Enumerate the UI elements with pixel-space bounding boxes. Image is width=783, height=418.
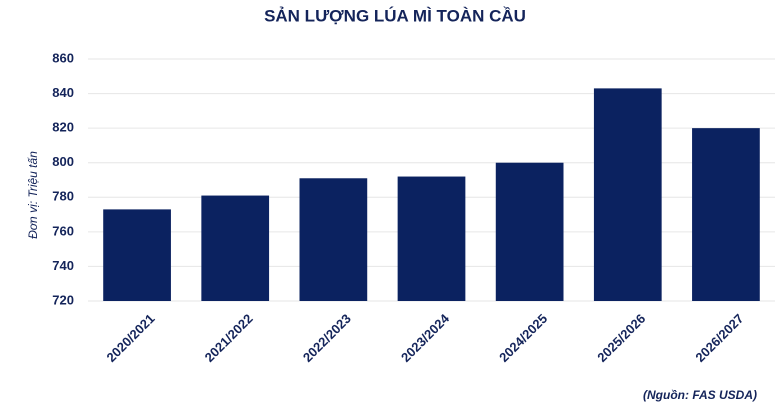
y-tick-label: 760: [52, 223, 74, 238]
y-tick-label: 720: [52, 292, 74, 307]
bar: [692, 128, 760, 301]
bar: [397, 176, 466, 301]
bar: [201, 195, 270, 301]
chart-title: SẢN LƯỢNG LÚA MÌ TOÀN CẦU: [264, 6, 526, 25]
y-tick-label: 860: [52, 50, 74, 65]
x-tick-label: 2025/2026: [594, 311, 648, 365]
y-tick-label: 740: [52, 258, 74, 273]
x-tick-label: 2026/2027: [692, 311, 746, 365]
source-note: (Nguồn: FAS USDA): [643, 388, 757, 402]
y-axis-label: Đơn vị: Triệu tấn: [26, 151, 40, 239]
y-tick-label: 840: [52, 85, 74, 100]
y-tick-label: 820: [52, 120, 74, 135]
x-tick-label: 2024/2025: [496, 311, 550, 365]
y-tick-label: 800: [52, 154, 74, 169]
x-tick-label: 2020/2021: [104, 311, 158, 365]
x-tick-label: 2023/2024: [398, 310, 453, 365]
bar: [593, 88, 662, 301]
x-tick-label: 2021/2022: [202, 311, 256, 365]
bar: [299, 178, 368, 301]
x-tick-label: 2022/2023: [300, 311, 354, 365]
y-tick-label: 780: [52, 189, 74, 204]
bar: [495, 162, 564, 301]
bar: [103, 209, 171, 301]
